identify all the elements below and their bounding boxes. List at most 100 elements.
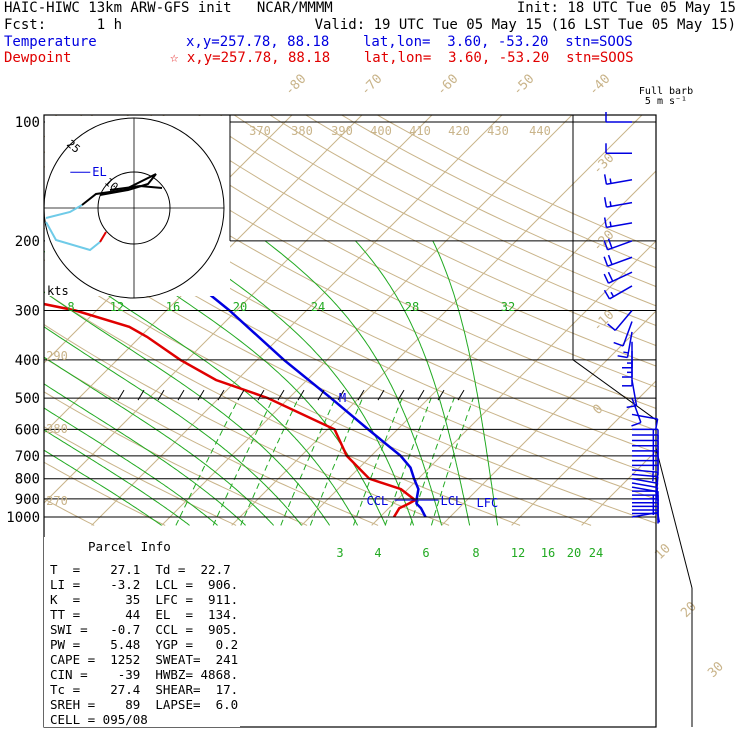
dry-adiabat-line bbox=[197, 115, 656, 347]
parcel-row-cell: CELL = 095/08 bbox=[50, 712, 148, 727]
wind-barb-staff bbox=[609, 285, 633, 300]
hatch-mark bbox=[297, 389, 305, 401]
hatch-mark bbox=[197, 389, 205, 401]
isotherm-label: -50 bbox=[510, 72, 537, 99]
isotherm-line bbox=[91, 115, 503, 526]
legend-dewpoint: Dewpoint bbox=[4, 50, 72, 66]
wind-barb-staff bbox=[614, 309, 633, 331]
hatch-mark bbox=[457, 389, 465, 401]
isotherm-label: -80 bbox=[282, 72, 309, 99]
isotherm-line bbox=[371, 240, 656, 526]
dry-adiabat-line bbox=[44, 323, 450, 526]
wind-barb-flag bbox=[613, 341, 624, 347]
pressure-tick-label: 1000 bbox=[6, 510, 40, 526]
wind-barb bbox=[603, 217, 633, 229]
wind-barb-half bbox=[609, 201, 612, 207]
dry-adiabat-line bbox=[340, 115, 656, 269]
isotherm-label: -60 bbox=[434, 72, 461, 99]
moist-adiabat-line bbox=[95, 240, 387, 526]
dry-adiabat-line bbox=[44, 461, 166, 526]
wind-barb-half bbox=[610, 291, 615, 297]
perspective-line bbox=[572, 359, 657, 421]
moist-adiabat-line bbox=[44, 407, 218, 526]
wind-barb-flag bbox=[603, 197, 608, 208]
wind-barb-staff bbox=[622, 321, 633, 347]
wind-barb-flag bbox=[607, 238, 613, 249]
parcel-row-tt: TT = 44 EL = 134. bbox=[50, 607, 239, 622]
hodograph-trace-top bbox=[109, 184, 163, 191]
wind-barb bbox=[603, 254, 633, 267]
parcel-row-pw: PW = 5.48 YGP = 0.2 bbox=[50, 637, 239, 652]
hatch-mark bbox=[157, 389, 165, 401]
isotherm-label: -30 bbox=[590, 151, 617, 178]
wind-barb-flag bbox=[656, 512, 661, 523]
dry-adiabat-line bbox=[125, 115, 656, 388]
wind-barb-staff bbox=[631, 413, 658, 420]
wind-barb-staff bbox=[626, 331, 633, 358]
mixing-ratio-label: 12 bbox=[110, 300, 124, 314]
theta-label: 280 bbox=[46, 422, 68, 436]
parcel-info-panel: Parcel Info T = 27.1 Td = 22.7 LI = -3.2… bbox=[44, 537, 240, 727]
lcl-label: LCL bbox=[441, 494, 463, 508]
header-valid-time: Valid: 19 UTC Tue 05 May 15 (16 LST Tue … bbox=[314, 17, 736, 33]
mixing-ratio-label: 16 bbox=[541, 546, 555, 560]
dry-adiabat-line bbox=[44, 391, 308, 526]
wind-barb bbox=[632, 494, 659, 506]
lfc-label: LFC bbox=[477, 496, 499, 510]
wind-barb-staff bbox=[631, 482, 658, 489]
moist-adiabat-line bbox=[44, 383, 246, 526]
isotherm-line bbox=[511, 380, 656, 526]
isotherm-label: 30 bbox=[705, 659, 727, 681]
wind-barb bbox=[631, 397, 642, 427]
hatch-mark bbox=[117, 389, 125, 401]
isotherm-line bbox=[231, 115, 643, 526]
parcel-row-t: T = 27.1 Td = 22.7 bbox=[50, 562, 231, 577]
wind-barb-flag bbox=[607, 271, 614, 282]
wind-barb-flag bbox=[603, 240, 609, 251]
pressure-tick-label: 100 bbox=[15, 115, 40, 131]
dry-adiabat-line bbox=[233, 115, 656, 327]
theta-label: 410 bbox=[409, 124, 431, 138]
plot-frame bbox=[43, 114, 657, 728]
wind-barb bbox=[631, 413, 659, 429]
wind-barb-half bbox=[623, 351, 629, 354]
wind-barb bbox=[605, 143, 632, 155]
hatch-mark bbox=[277, 389, 285, 401]
theta-label: 270 bbox=[46, 494, 68, 508]
mixing-ratio-label: 28 bbox=[405, 300, 419, 314]
parcel-row-li: LI = -3.2 LCL = 906. bbox=[50, 577, 239, 592]
wind-barb-staff bbox=[606, 178, 633, 185]
hatch-mark bbox=[217, 389, 225, 401]
moist-adiabat-line bbox=[44, 449, 162, 526]
hatch-mark bbox=[137, 389, 145, 401]
moist-adiabat-line bbox=[44, 429, 190, 526]
barb-legend-title: Full barb bbox=[639, 86, 693, 97]
mixing-ratio-label: 20 bbox=[233, 300, 247, 314]
wind-barb-staff bbox=[631, 473, 658, 478]
mixing-ratio-label: 6 bbox=[422, 546, 429, 560]
hodograph-trace-low bbox=[45, 204, 83, 219]
mixing-ratio-label: 24 bbox=[311, 300, 325, 314]
wind-barb bbox=[607, 309, 633, 331]
dry-adiabat-line bbox=[376, 115, 656, 250]
isotherm-line bbox=[301, 170, 656, 526]
dry-adiabat-line bbox=[304, 115, 656, 288]
dry-adiabat-line bbox=[54, 115, 656, 431]
mixing-ratio-line bbox=[175, 397, 240, 526]
wind-barb-flag bbox=[603, 217, 608, 228]
isotherm-line bbox=[44, 115, 363, 434]
hodograph-trace-surface bbox=[99, 231, 107, 243]
wind-barb-half bbox=[609, 221, 612, 227]
wind-barb bbox=[605, 112, 632, 123]
pressure-tick-label: 900 bbox=[15, 492, 40, 508]
pressure-tick-label: 300 bbox=[15, 303, 40, 319]
hatch-mark bbox=[417, 389, 425, 401]
pressure-tick-label: 600 bbox=[15, 422, 40, 438]
wind-barb-flag bbox=[603, 256, 609, 267]
wind-barb-staff bbox=[606, 201, 633, 208]
wind-barb bbox=[631, 511, 661, 523]
parcel-row-tc: Tc = 27.4 SHEAR= 17. bbox=[50, 682, 239, 697]
mixing-ratio-line bbox=[430, 397, 474, 526]
pressure-tick-label: 200 bbox=[15, 234, 40, 250]
